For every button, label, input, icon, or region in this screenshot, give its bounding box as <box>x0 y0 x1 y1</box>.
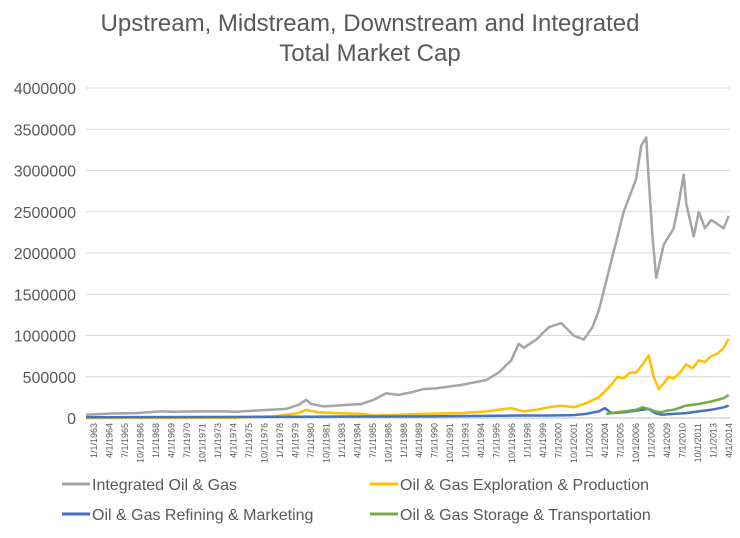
x-tick-label: 1/1/1973 <box>213 423 223 458</box>
x-tick-label: 1/1/1983 <box>337 423 347 458</box>
x-tick-label: 4/1/2009 <box>662 423 672 458</box>
x-tick-label: 4/1/1994 <box>476 423 486 458</box>
x-tick-label: 1/1/1998 <box>523 423 533 458</box>
legend: Integrated Oil & Gas Oil & Gas Exploratio… <box>62 477 651 524</box>
x-tick-label: 7/1/1995 <box>492 423 502 458</box>
x-tick-label: 10/1/2011 <box>693 423 703 462</box>
series-line-4 <box>606 393 730 416</box>
x-tick-label: 7/1/2000 <box>554 423 564 458</box>
legend-label: Oil & Gas Refining & Marketing <box>92 507 313 524</box>
x-tick-label: 10/1/1966 <box>135 423 145 463</box>
y-tick-label: 1000000 <box>14 329 76 346</box>
x-tick-label: 4/1/2014 <box>724 423 734 458</box>
legend-label: Integrated Oil & Gas <box>92 477 237 494</box>
x-tick-label: 10/1/1981 <box>321 423 331 463</box>
legend-label: Oil & Gas Storage & Transportation <box>400 507 651 524</box>
x-tick-label: 10/1/2001 <box>569 423 579 463</box>
y-tick-label: 0 <box>67 411 76 428</box>
x-tick-label: 1/1/2013 <box>709 423 719 458</box>
x-tick-label: 10/1/1986 <box>383 423 393 463</box>
x-tick-label: 4/1/2004 <box>600 423 610 458</box>
series-line-1 <box>85 136 730 416</box>
x-tick-label: 7/1/1980 <box>306 423 316 458</box>
x-axis-ticks: 1/1/1963 4/1/1964 7/1/1965 10/1/1966 1/1/196… <box>89 423 734 463</box>
x-tick-label: 7/1/2010 <box>678 423 688 458</box>
y-tick-label: 1500000 <box>14 287 76 304</box>
y-tick-label: 2000000 <box>14 246 76 263</box>
x-tick-label: 10/1/1991 <box>445 423 455 463</box>
series-line-2 <box>85 338 730 420</box>
y-tick-label: 500000 <box>23 370 76 387</box>
y-tick-label: 3500000 <box>14 122 76 139</box>
x-tick-label: 4/1/1974 <box>228 423 238 458</box>
chart-title: Upstream, Midstream, Downstream and Inte… <box>101 10 640 67</box>
x-tick-label: 7/1/1975 <box>244 423 254 458</box>
x-tick-label: 4/1/1989 <box>414 423 424 458</box>
series-lines <box>85 136 730 420</box>
x-tick-label: 1/1/2003 <box>585 423 595 458</box>
y-tick-label: 2500000 <box>14 205 76 222</box>
gridlines <box>86 87 730 378</box>
x-tick-label: 10/1/1971 <box>197 423 207 463</box>
x-tick-label: 4/1/1979 <box>290 423 300 458</box>
x-tick-label: 7/1/2005 <box>616 423 626 458</box>
x-tick-label: 10/1/1996 <box>507 423 517 463</box>
x-tick-label: 10/1/1976 <box>259 423 269 463</box>
x-tick-label: 1/1/1978 <box>275 423 285 458</box>
x-tick-label: 4/1/1969 <box>166 423 176 458</box>
x-tick-label: 7/1/1965 <box>120 423 130 458</box>
x-tick-label: 1/1/1963 <box>89 423 99 458</box>
x-tick-label: 7/1/1985 <box>368 423 378 458</box>
chart-title-line-1: Upstream, Midstream, Downstream and Inte… <box>101 10 640 37</box>
x-tick-label: 1/1/2008 <box>647 423 657 458</box>
y-axis-ticks: 0 500000 1000000 1500000 2000000 2500000 30000… <box>14 81 76 428</box>
x-tick-label: 1/1/1968 <box>151 423 161 458</box>
chart-title-line-2: Total Market Cap <box>279 40 460 67</box>
x-tick-label: 1/1/1988 <box>399 423 409 458</box>
x-tick-label: 4/1/1999 <box>538 423 548 458</box>
x-tick-label: 4/1/1964 <box>104 423 114 458</box>
y-tick-label: 4000000 <box>14 81 76 98</box>
x-tick-label: 1/1/1993 <box>461 423 471 458</box>
x-tick-label: 7/1/1990 <box>430 423 440 458</box>
legend-label: Oil & Gas Exploration & Production <box>400 477 649 494</box>
x-tick-label: 10/1/2006 <box>631 423 641 463</box>
x-tick-label: 7/1/1970 <box>182 423 192 458</box>
x-tick-label: 4/1/1984 <box>352 423 362 458</box>
y-tick-label: 3000000 <box>14 164 76 181</box>
